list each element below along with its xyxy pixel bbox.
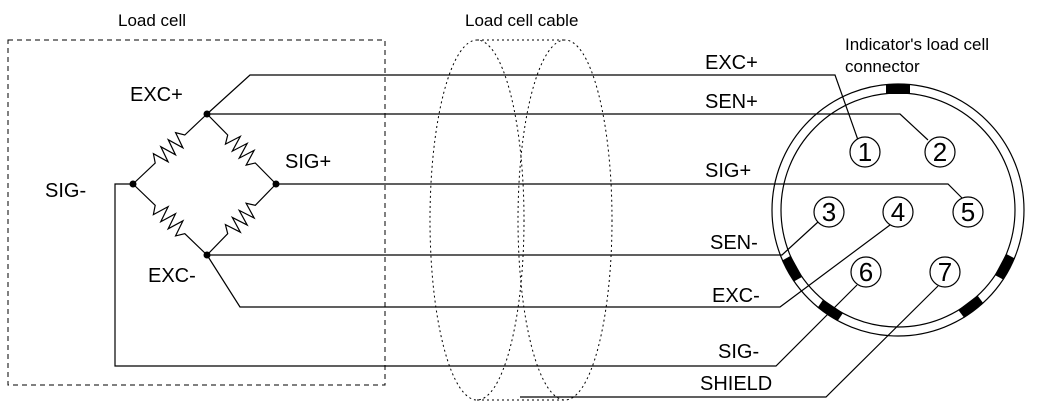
- wire-label: SIG-: [718, 341, 759, 363]
- cable-ellipse: [429, 39, 525, 401]
- pin: [849, 136, 881, 168]
- connector-label: Indicator's load cell: [845, 35, 989, 54]
- node: [203, 110, 211, 118]
- wire-exc-minus: [206, 224, 891, 308]
- connector-tab: [994, 253, 1015, 280]
- connector-label: connector: [845, 57, 920, 76]
- cable-ellipse: [517, 39, 613, 401]
- pin-number: 7: [938, 257, 952, 287]
- wire-sen-minus: [207, 221, 819, 256]
- bridge-label: SIG-: [45, 180, 86, 202]
- pin: [924, 136, 956, 168]
- connector-tab: [886, 84, 910, 94]
- cable-label: Load cell cable: [465, 11, 578, 30]
- pin-number: 5: [961, 197, 975, 227]
- connector-tab: [781, 255, 803, 282]
- wire-shield: [520, 285, 939, 398]
- wire-sen-plus: [207, 113, 929, 141]
- pin-number: 4: [891, 197, 905, 227]
- bridge-label: SIG+: [285, 151, 331, 173]
- node: [129, 180, 137, 188]
- load-cell-box: [7, 39, 386, 386]
- connector-tab: [958, 295, 984, 318]
- wire-sig-plus: [276, 183, 963, 199]
- pin-number: 6: [859, 257, 873, 287]
- wire-label: SEN-: [710, 232, 758, 254]
- resistor: [132, 183, 208, 256]
- pin: [952, 196, 984, 228]
- pin: [882, 196, 914, 228]
- bridge-label: EXC+: [130, 84, 183, 106]
- node: [203, 251, 211, 259]
- wire-label: SEN+: [705, 91, 758, 113]
- wire-label: EXC-: [712, 285, 760, 307]
- wire-label: SIG+: [705, 160, 751, 182]
- bridge-label: EXC-: [148, 265, 196, 287]
- wire-label: EXC+: [705, 52, 758, 74]
- node: [272, 180, 280, 188]
- pin: [929, 256, 961, 288]
- connector-tab: [817, 299, 844, 322]
- resistor: [206, 113, 277, 185]
- wire-exc-plus: [206, 74, 859, 141]
- resistor: [132, 113, 208, 185]
- pin-number: 3: [822, 197, 836, 227]
- load-cell-label: Load cell: [118, 11, 186, 30]
- wire-label: SHIELD: [700, 373, 772, 395]
- wire-sig-minus: [114, 183, 858, 367]
- pin: [813, 196, 845, 228]
- resistor: [206, 183, 277, 256]
- pin: [850, 256, 882, 288]
- pin-number: 2: [933, 137, 947, 167]
- pin-number: 1: [858, 137, 872, 167]
